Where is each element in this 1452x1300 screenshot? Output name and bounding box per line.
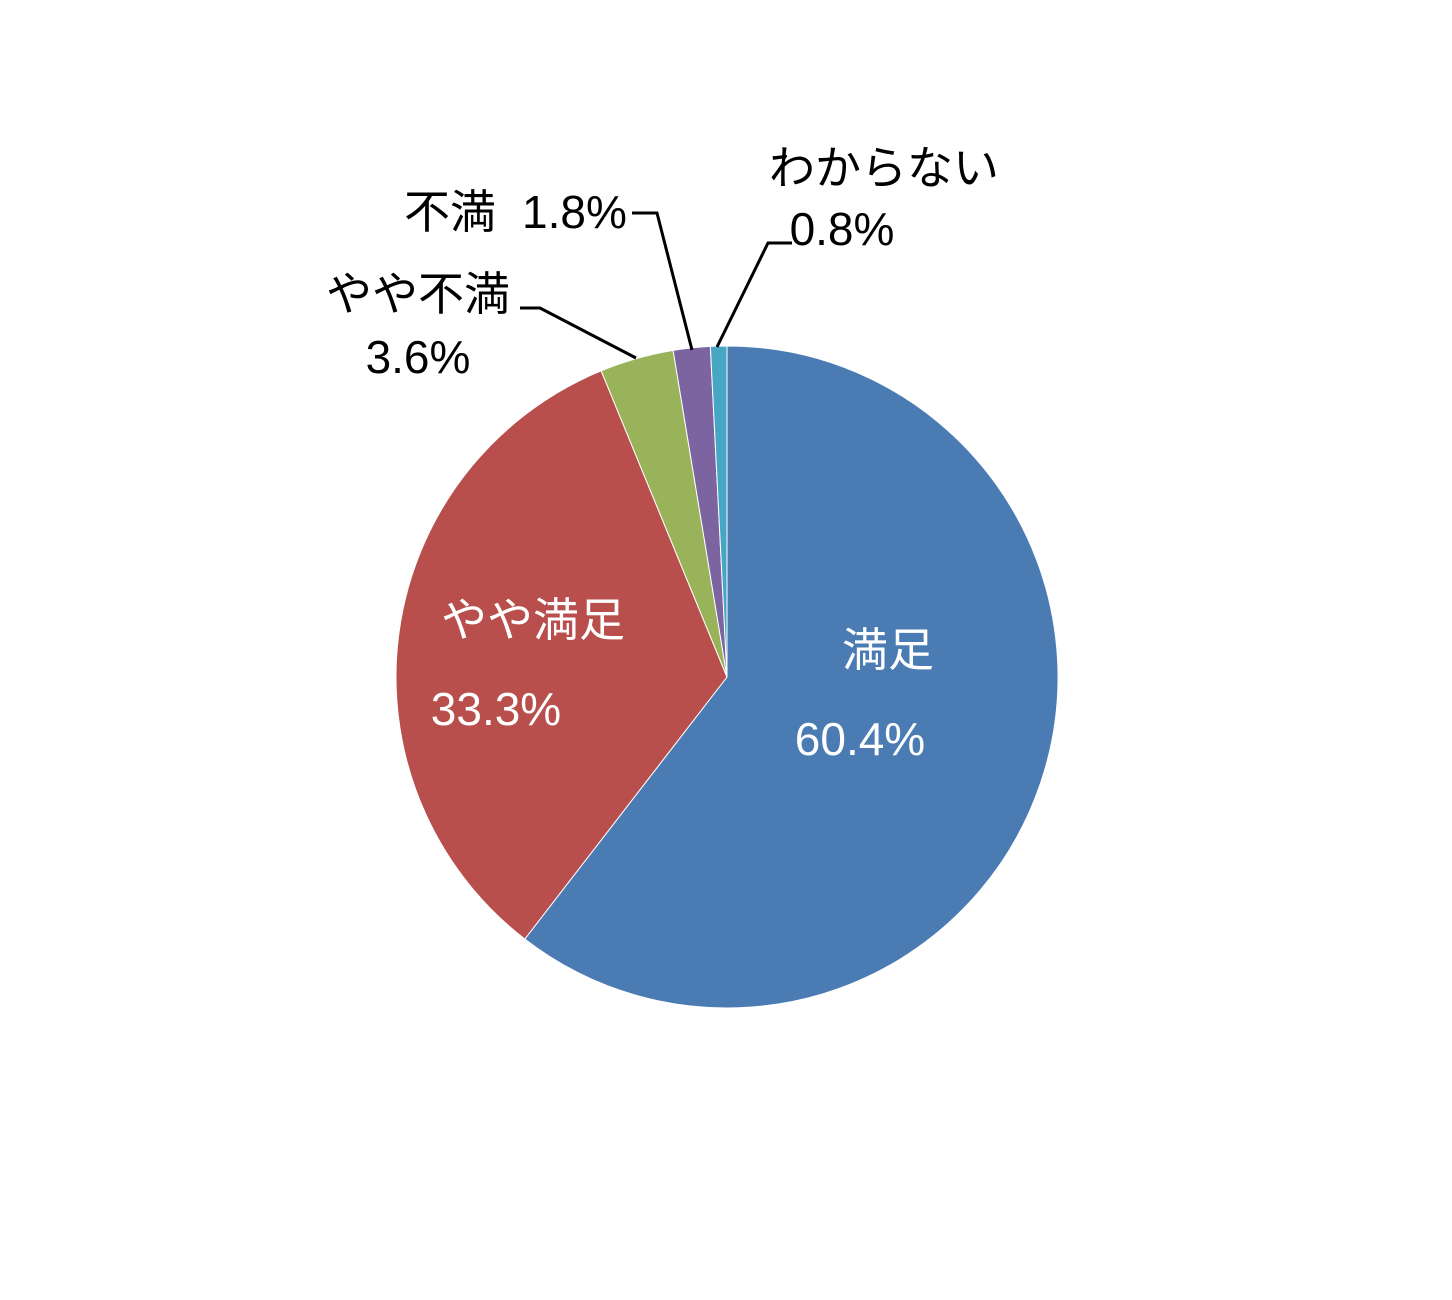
leader-line-fuman	[632, 211, 694, 351]
leader-line-wakaranai	[715, 241, 792, 348]
slice-value-manzoku: 60.4%	[795, 713, 925, 765]
slice-label-fuman: 不満	[404, 186, 496, 238]
slice-value-yaya-manzoku: 33.3%	[431, 683, 561, 735]
slice-label-manzoku: 満足	[842, 624, 934, 676]
pie-slice-1	[395, 370, 728, 940]
pie-slices	[395, 345, 1059, 1009]
slice-label-wakaranai: わからない	[769, 142, 999, 194]
slice-value-fuman: 1.8%	[522, 186, 627, 238]
pie-slice-0	[524, 345, 1059, 1009]
slice-label-yaya-fuman: やや不満	[326, 268, 510, 320]
slice-value-yaya-fuman: 3.6%	[366, 331, 471, 383]
slice-label-yaya-manzoku: やや満足	[441, 594, 625, 646]
leader-line-yaya-fuman	[520, 306, 637, 360]
slice-value-wakaranai: 0.8%	[790, 203, 895, 255]
